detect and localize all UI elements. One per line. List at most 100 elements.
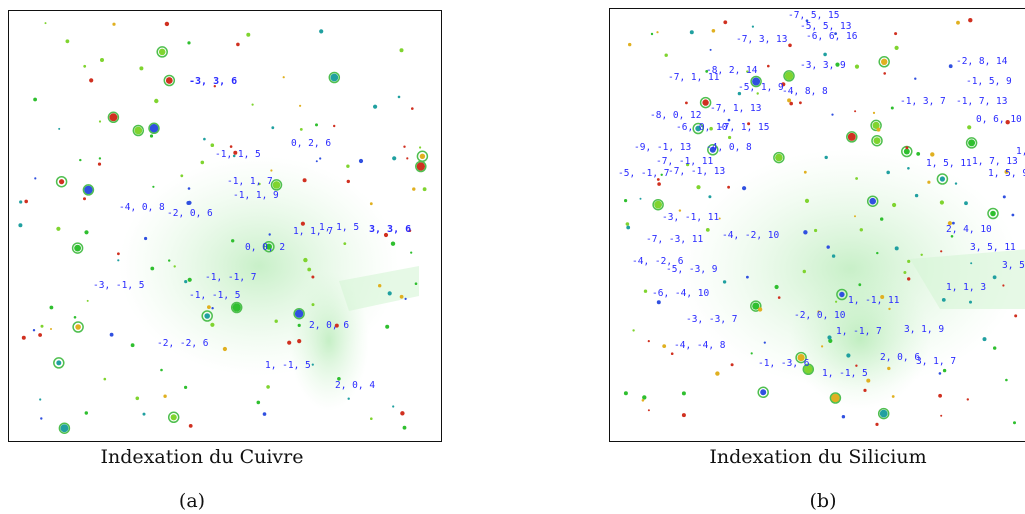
diffraction-spot-halo xyxy=(692,122,704,135)
diffraction-spot xyxy=(139,66,144,71)
diffraction-spot xyxy=(236,42,240,47)
diffraction-spot xyxy=(903,271,907,274)
diffraction-spot xyxy=(681,391,686,396)
diffraction-spot-halo xyxy=(163,74,176,87)
diffraction-spot xyxy=(142,412,146,416)
label-b-26: -7, -3, 11 xyxy=(646,234,704,245)
diffraction-spot xyxy=(150,266,155,271)
diffraction-spot xyxy=(866,378,871,383)
label-a-10: 3, 3, 6 xyxy=(369,224,412,235)
diffraction-spot xyxy=(233,150,238,155)
label-b-8: -7, 1, 11 xyxy=(668,72,720,83)
diffraction-spot xyxy=(232,303,241,312)
diffraction-spot xyxy=(149,123,159,133)
diffraction-spot xyxy=(728,135,732,140)
diffraction-spot xyxy=(1002,284,1005,287)
diffraction-spot xyxy=(135,396,140,401)
diffraction-spot xyxy=(967,125,972,130)
diffraction-spot xyxy=(315,160,318,163)
label-b-3: -6, 6, 16 xyxy=(806,31,858,42)
diffraction-spot xyxy=(40,417,43,420)
diffraction-spot xyxy=(416,162,425,171)
diffraction-spot xyxy=(954,182,958,185)
label-b-24: -3, -1, 11 xyxy=(662,212,720,223)
diffraction-spot xyxy=(756,92,759,95)
diffraction-spot xyxy=(39,398,42,401)
diffraction-spot-halo xyxy=(107,111,120,124)
diffraction-spot xyxy=(887,366,891,371)
diffraction-spot xyxy=(406,157,409,160)
diffraction-spot xyxy=(966,398,969,401)
diffraction-spot xyxy=(187,187,191,190)
diffraction-spot xyxy=(940,414,943,417)
diffraction-spot xyxy=(44,22,47,25)
label-b-41: 3, 5, 11 xyxy=(970,242,1016,253)
label-a-6: -4, 0, 8 xyxy=(119,202,165,213)
diffraction-spot xyxy=(730,363,734,367)
diffraction-spot xyxy=(968,139,976,147)
diffraction-spot xyxy=(98,157,102,160)
diffraction-spot xyxy=(164,21,170,27)
diffraction-spot xyxy=(188,424,193,428)
label-b-25: -4, -2, 10 xyxy=(722,230,780,241)
diffraction-spot xyxy=(702,99,709,106)
diffraction-spot xyxy=(109,113,118,122)
diffraction-spot xyxy=(705,228,710,232)
diffraction-spot xyxy=(938,372,942,375)
diffraction-spot xyxy=(400,411,405,416)
diffraction-spot xyxy=(632,329,635,332)
diffraction-spot xyxy=(411,107,414,110)
diffraction-spot xyxy=(211,307,214,310)
diffraction-spot-halo xyxy=(936,173,949,185)
diffraction-spot-halo xyxy=(877,407,890,420)
label-b-42: 3, 5, 9 xyxy=(1002,260,1025,271)
label-b-2: -5, 5, 13 xyxy=(800,21,852,32)
diffraction-spot xyxy=(180,174,184,178)
diffraction-spot xyxy=(746,70,749,73)
panel-b-image: -7, 5, 15 -5, 5, 13 -6, 6, 16 -7, 3, 13 … xyxy=(609,8,1025,442)
laue-pattern-silicon xyxy=(623,18,1025,426)
caption-a: Indexation du Cuivre xyxy=(100,446,304,468)
diffraction-spot xyxy=(403,145,406,148)
label-b-12: -7, 1, 13 xyxy=(710,103,762,114)
diffraction-spot xyxy=(746,275,749,279)
diffraction-spot xyxy=(859,228,863,232)
diffraction-spot xyxy=(18,223,23,228)
diffraction-spot xyxy=(662,344,667,348)
diffraction-spot xyxy=(299,104,302,107)
diffraction-spot xyxy=(165,77,173,84)
label-b-28: -5, -3, 9 xyxy=(666,264,718,275)
diffraction-spot xyxy=(969,300,972,304)
diffraction-spot xyxy=(872,111,876,114)
diffraction-spot-halo xyxy=(750,75,762,88)
diffraction-spot xyxy=(689,30,694,35)
diffraction-spot xyxy=(950,235,954,238)
diffraction-spot xyxy=(863,388,867,392)
diffraction-spot-halo xyxy=(871,134,883,147)
diffraction-spot xyxy=(886,170,890,175)
diffraction-spot xyxy=(89,78,94,83)
diffraction-spot xyxy=(1002,195,1006,199)
diffraction-spot xyxy=(392,405,395,408)
diffraction-spot xyxy=(117,259,120,262)
diffraction-spot xyxy=(657,182,661,186)
diffraction-spot-halo xyxy=(707,144,719,156)
diffraction-spot xyxy=(58,127,61,130)
diffraction-spot xyxy=(387,291,392,296)
diffraction-spot xyxy=(907,167,910,170)
diffraction-spot xyxy=(97,162,102,166)
diffraction-spot-halo xyxy=(270,179,283,191)
diffraction-spot xyxy=(914,193,919,198)
diffraction-spot xyxy=(846,353,851,358)
diffraction-spot xyxy=(855,177,858,180)
diffraction-spot xyxy=(1011,213,1015,217)
label-b-1: -7, 5, 15 xyxy=(788,10,840,21)
diffraction-spot xyxy=(907,277,911,281)
diffraction-spot-halo xyxy=(55,175,68,188)
diffraction-spot xyxy=(660,173,663,176)
label-a-9: 1, 1, 5 xyxy=(319,222,360,233)
label-b-14: -6, 0, 10 xyxy=(676,122,728,133)
diffraction-spot xyxy=(907,259,911,263)
label-b-13: -8, 0, 12 xyxy=(650,110,702,121)
label-b-16: -1, 3, 7 xyxy=(900,96,946,107)
